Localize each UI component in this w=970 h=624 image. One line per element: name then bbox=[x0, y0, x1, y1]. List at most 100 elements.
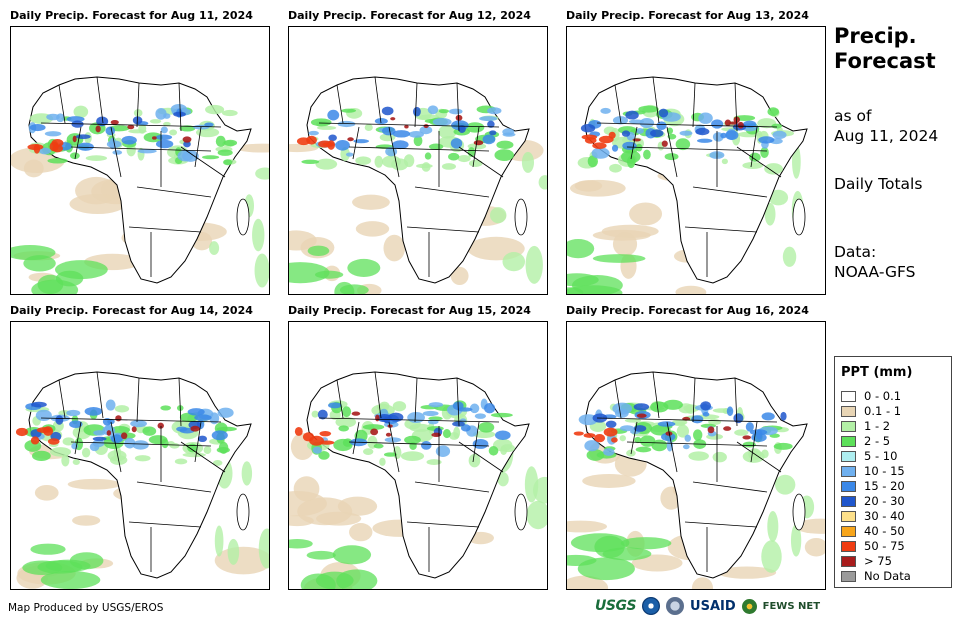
country-border bbox=[136, 481, 212, 493]
rain-cell bbox=[96, 116, 109, 127]
rain-cell bbox=[761, 412, 775, 421]
rain-cell bbox=[215, 135, 226, 147]
rain-cell bbox=[773, 442, 793, 450]
country-border bbox=[458, 146, 504, 178]
rain-cell bbox=[160, 126, 168, 134]
country-border bbox=[692, 186, 768, 198]
legend-label: > 75 bbox=[864, 554, 892, 568]
extreme-rain-core bbox=[737, 121, 744, 129]
rain-cell bbox=[308, 130, 319, 136]
country-border bbox=[596, 417, 778, 423]
indian-ocean-rain bbox=[254, 253, 269, 288]
rain-cell bbox=[363, 448, 374, 456]
country-border bbox=[596, 122, 778, 128]
rain-cell bbox=[173, 111, 186, 117]
rain-cell bbox=[650, 129, 664, 138]
legend-item: 50 - 75 bbox=[841, 539, 905, 553]
drizzle-patch bbox=[450, 266, 469, 286]
extreme-rain-core bbox=[404, 124, 409, 129]
panel-title: Daily Precip. Forecast for Aug 15, 2024 bbox=[288, 304, 531, 317]
country-border bbox=[736, 146, 782, 178]
country-border bbox=[734, 377, 738, 427]
country-border bbox=[336, 84, 344, 124]
rain-cell bbox=[442, 429, 451, 439]
rain-cell bbox=[691, 415, 704, 424]
legend-item: 1 - 2 bbox=[841, 419, 890, 433]
rain-cell bbox=[169, 442, 180, 449]
extreme-rain-core bbox=[742, 435, 752, 440]
rain-cell bbox=[422, 410, 439, 417]
rain-cell bbox=[600, 107, 611, 114]
rain-cell bbox=[388, 412, 404, 422]
indian-ocean-rain bbox=[526, 500, 547, 530]
drizzle-patch bbox=[612, 231, 638, 257]
country-border bbox=[388, 126, 400, 178]
legend-label: 0 - 0.1 bbox=[864, 389, 902, 403]
drizzle-patch bbox=[574, 180, 603, 192]
rain-cell bbox=[335, 140, 350, 151]
heavy-rain-core bbox=[27, 143, 44, 151]
rain-cell bbox=[657, 421, 676, 427]
rain-cell bbox=[441, 163, 457, 170]
rain-cell bbox=[132, 440, 149, 450]
rain-cell bbox=[381, 155, 401, 168]
rain-cell bbox=[643, 149, 651, 160]
rain-cell bbox=[695, 127, 710, 136]
rain-cell bbox=[212, 459, 223, 466]
legend-item: 15 - 20 bbox=[841, 479, 905, 493]
rain-cell bbox=[174, 458, 188, 465]
heavy-rain-core bbox=[15, 427, 28, 437]
rain-cell bbox=[107, 450, 127, 462]
rain-cell bbox=[500, 444, 515, 453]
legend-label: No Data bbox=[864, 569, 911, 583]
rain-cell bbox=[374, 118, 388, 125]
country-border bbox=[458, 441, 504, 473]
heavy-rain-core bbox=[322, 142, 335, 147]
extreme-rain-core bbox=[110, 119, 119, 125]
rain-cell bbox=[495, 430, 511, 441]
country-border bbox=[180, 441, 226, 473]
indian-ocean-rain bbox=[767, 511, 779, 542]
rain-cell bbox=[392, 130, 411, 138]
heavy-rain-core bbox=[319, 430, 332, 437]
southern-ocean-rain bbox=[289, 262, 330, 284]
rain-cell bbox=[458, 124, 466, 133]
extreme-rain-core bbox=[131, 426, 137, 433]
country-border bbox=[110, 421, 122, 473]
data-source: NOAA-GFS bbox=[834, 263, 916, 281]
heavy-rain-core bbox=[51, 139, 64, 147]
rain-cell bbox=[450, 138, 463, 149]
indian-ocean-rain bbox=[255, 167, 269, 180]
southern-ocean-rain bbox=[307, 245, 330, 257]
country-border bbox=[374, 371, 382, 419]
rain-cell bbox=[427, 105, 439, 115]
drizzle-patch bbox=[717, 566, 777, 579]
rain-cell bbox=[472, 438, 489, 449]
rain-cell bbox=[749, 152, 761, 162]
as-of-block: as of Aug 11, 2024 bbox=[834, 106, 964, 146]
legend-swatch bbox=[841, 420, 856, 432]
rain-cell bbox=[619, 435, 626, 442]
extreme-rain-core bbox=[423, 124, 429, 129]
heavy-rain-core bbox=[611, 437, 618, 443]
rain-cell bbox=[408, 130, 424, 138]
rain-cell bbox=[112, 150, 123, 155]
country-border bbox=[692, 377, 696, 423]
rain-cell bbox=[155, 139, 174, 149]
legend-item: No Data bbox=[841, 569, 911, 583]
country-border bbox=[70, 146, 212, 152]
country-border bbox=[406, 226, 480, 233]
rain-cell bbox=[474, 413, 486, 419]
rain-cell bbox=[211, 430, 228, 441]
drizzle-patch bbox=[383, 234, 406, 262]
extreme-rain-core bbox=[152, 136, 157, 140]
rain-cell bbox=[335, 416, 357, 428]
africa-map bbox=[289, 371, 547, 589]
agency-logos: USGS USAID FEWS NET bbox=[595, 597, 820, 615]
country-border bbox=[40, 122, 222, 128]
extreme-rain-core bbox=[157, 422, 164, 429]
rain-cell bbox=[160, 405, 172, 411]
rain-cell bbox=[205, 104, 225, 115]
rain-cell bbox=[468, 453, 481, 468]
rain-cell bbox=[163, 113, 171, 119]
